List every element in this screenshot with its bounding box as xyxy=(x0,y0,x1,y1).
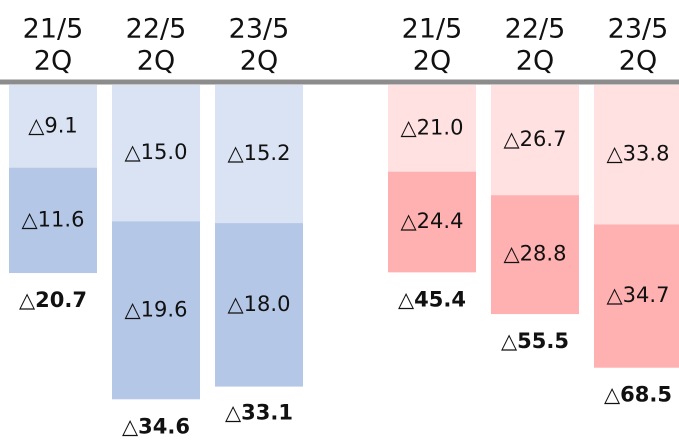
total-label: △33.1 xyxy=(225,401,293,425)
bar-segment xyxy=(594,85,679,225)
bar-segment xyxy=(594,224,679,368)
value-label: △28.8 xyxy=(504,242,567,266)
total-label: △45.4 xyxy=(398,287,466,311)
value-label: △11.6 xyxy=(22,207,85,231)
total-label: △55.5 xyxy=(501,329,569,353)
value-label: △15.2 xyxy=(228,141,291,165)
bar-segment xyxy=(388,171,476,273)
value-label: △24.4 xyxy=(401,209,464,233)
bar-segment xyxy=(491,85,579,196)
value-label: △18.0 xyxy=(228,292,291,316)
total-label: △20.7 xyxy=(19,288,87,312)
total-label: △34.6 xyxy=(122,414,190,438)
value-label: △15.0 xyxy=(125,140,188,164)
value-label: △21.0 xyxy=(401,115,464,139)
category-label: 21/5 xyxy=(23,14,84,45)
category-label: 21/5 xyxy=(402,14,463,45)
bar-segment xyxy=(112,221,200,400)
value-label: △26.7 xyxy=(504,127,567,151)
value-label: △34.7 xyxy=(607,283,670,307)
category-label: 23/5 xyxy=(229,14,290,45)
value-label: △19.6 xyxy=(125,297,188,321)
category-label: 2Q xyxy=(34,46,72,77)
category-label: 22/5 xyxy=(505,14,566,45)
category-label: 2Q xyxy=(413,46,451,77)
bar-segment xyxy=(215,85,303,224)
category-label: 2Q xyxy=(516,46,554,77)
category-label: 2Q xyxy=(137,46,175,77)
value-label: △9.1 xyxy=(28,113,78,137)
bar-segment xyxy=(112,85,200,222)
value-label: △33.8 xyxy=(607,142,670,166)
category-label: 2Q xyxy=(240,46,278,77)
bar-segment xyxy=(491,195,579,315)
bar-segment xyxy=(9,85,97,168)
total-label: △68.5 xyxy=(604,383,672,407)
category-label: 2Q xyxy=(619,46,657,77)
category-label: 22/5 xyxy=(126,14,187,45)
bar-segment xyxy=(388,85,476,172)
bar-segment xyxy=(215,223,303,387)
bar-segment xyxy=(9,167,97,274)
category-label: 23/5 xyxy=(608,14,669,45)
